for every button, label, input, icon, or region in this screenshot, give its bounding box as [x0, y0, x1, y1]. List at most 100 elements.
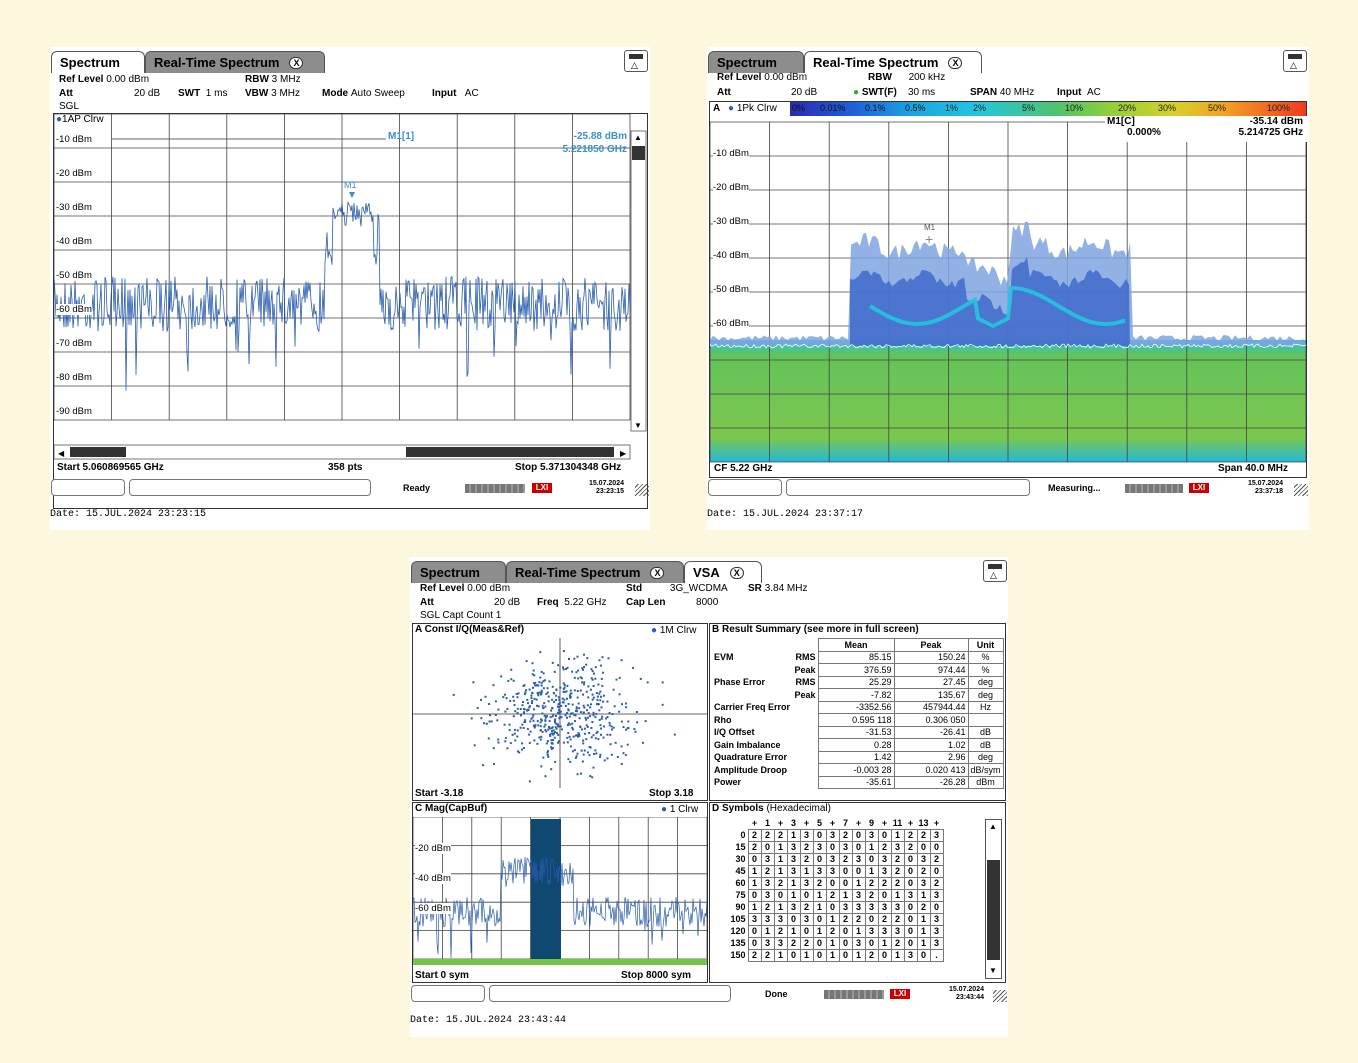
iq-point: [580, 728, 583, 731]
iq-point: [567, 709, 570, 712]
iq-point: [569, 760, 572, 763]
iq-point: [593, 753, 595, 755]
mode: Mode Auto Sweep: [322, 88, 405, 99]
status-field-2[interactable]: [786, 479, 1030, 496]
scroll-up-icon[interactable]: ▲: [989, 822, 997, 831]
iq-point: [589, 706, 592, 709]
iq-point: [542, 672, 545, 675]
close-tab-icon[interactable]: X: [948, 57, 963, 69]
iq-point: [553, 719, 556, 722]
toolbar-icon[interactable]: △: [624, 50, 648, 72]
symbol-cell: 2: [877, 840, 892, 854]
tab-spectrum[interactable]: Spectrum: [411, 561, 506, 583]
close-tab-icon[interactable]: X: [650, 567, 665, 579]
iq-point: [625, 706, 628, 709]
status-field-1[interactable]: [51, 479, 125, 496]
iq-point: [589, 688, 592, 691]
iq-point: [556, 724, 559, 727]
vertical-scrollbar[interactable]: [630, 130, 647, 432]
symbols-scrollbar[interactable]: ▲ ▼: [985, 819, 1002, 979]
iq-point: [546, 750, 549, 753]
close-tab-icon[interactable]: X: [289, 57, 304, 69]
symbol-cell: 3: [903, 888, 918, 902]
iq-point: [632, 666, 634, 669]
status-field-2[interactable]: [129, 479, 371, 496]
iq-point: [540, 684, 543, 687]
iq-point: [598, 659, 601, 662]
iq-point: [595, 712, 598, 715]
iq-point: [492, 747, 495, 750]
scroll-right-icon[interactable]: ▶: [620, 449, 627, 458]
symbol-col-header: +: [829, 817, 836, 828]
realtime-plot: A ● 1Pk Clrw 0% 0.01% 0.1% 0.5% 1% 2% 5% 10% 20%…: [709, 101, 1307, 478]
status-datetime: 15.07.2024 23:43:44: [948, 986, 984, 1001]
tab-vsa[interactable]: VSA X: [684, 561, 762, 583]
scroll-down-icon[interactable]: ▼: [634, 421, 642, 430]
iq-point: [551, 715, 554, 718]
tab-real-time-spectrum[interactable]: Real-Time Spectrum X: [804, 51, 982, 73]
scroll-left-icon[interactable]: ◀: [58, 449, 65, 458]
toolbar-icon[interactable]: △: [983, 560, 1007, 582]
status-dot-icon: ●: [853, 87, 860, 98]
symbol-cell: 0: [929, 900, 944, 914]
scroll-down-icon[interactable]: ▼: [989, 966, 997, 975]
iq-point: [533, 725, 536, 728]
capture-bar: [413, 959, 707, 965]
scroll-up-icon[interactable]: ▲: [634, 133, 642, 142]
symbol-cell: 2: [838, 852, 853, 866]
iq-point: [558, 698, 561, 701]
cell-sub: [792, 751, 818, 764]
status-field-2[interactable]: [489, 985, 731, 1002]
iq-point: [470, 717, 473, 720]
att-value: 20 dB: [494, 597, 521, 608]
iq-point: [591, 670, 594, 673]
persistence-scale-label: 0%: [792, 103, 806, 113]
noise-trace: [710, 343, 1306, 349]
symbol-cell: 0: [838, 936, 853, 950]
y-tick-label: -60 dBm: [415, 903, 451, 914]
iq-point: [566, 697, 568, 700]
tab-real-time-spectrum[interactable]: Real-Time Spectrum X: [506, 561, 684, 583]
symbol-cell: 3: [760, 936, 775, 950]
symbol-cell: 3: [890, 840, 905, 854]
hscroll-left-thumb[interactable]: [70, 447, 126, 457]
iq-point: [624, 754, 627, 757]
scrollbar-thumb[interactable]: [632, 146, 645, 160]
hscroll-right-thumb[interactable]: [406, 447, 614, 457]
scrollbar-thumb[interactable]: [987, 860, 1000, 960]
iq-point: [599, 664, 602, 667]
iq-point: [575, 671, 578, 674]
tab-real-time-spectrum[interactable]: Real-Time Spectrum X: [145, 51, 325, 73]
symbol-row-index: 15: [735, 842, 746, 852]
y-tick-label: -20 dBm: [56, 168, 92, 179]
iq-point: [563, 690, 566, 693]
table-row: Amplitude Droop -0.003 28 0.020 413 dB/sym: [712, 763, 1004, 777]
marker-cross-icon[interactable]: +: [925, 231, 933, 247]
marker-percent: 0.000%: [1127, 127, 1161, 138]
symbol-cell: 3: [851, 852, 866, 866]
resize-grip-icon[interactable]: [993, 990, 1007, 1002]
resize-grip-icon[interactable]: [635, 484, 649, 496]
resize-grip-icon[interactable]: [1294, 484, 1308, 496]
iq-point: [582, 742, 585, 745]
symbol-cell: 3: [760, 912, 775, 926]
iq-point: [602, 736, 605, 739]
tab-spectrum[interactable]: Spectrum: [51, 51, 145, 73]
cell-label: [712, 689, 792, 702]
iq-point: [579, 711, 582, 714]
tab-label: Real-Time Spectrum: [813, 55, 939, 70]
iq-point: [552, 713, 555, 716]
iq-point: [497, 708, 500, 711]
iq-point: [530, 694, 533, 697]
symbol-cell: 0: [903, 900, 918, 914]
marker-triangle-icon[interactable]: [349, 192, 355, 198]
status-field-1[interactable]: [411, 985, 485, 1002]
toolbar-icon[interactable]: △: [1283, 50, 1307, 72]
iq-point: [622, 752, 625, 755]
tab-spectrum[interactable]: Spectrum: [708, 51, 804, 73]
iq-point: [580, 677, 583, 680]
status-field-1[interactable]: [708, 479, 782, 496]
iq-point: [567, 703, 570, 705]
symbol-cell: 3: [799, 912, 814, 926]
close-tab-icon[interactable]: X: [729, 567, 744, 579]
